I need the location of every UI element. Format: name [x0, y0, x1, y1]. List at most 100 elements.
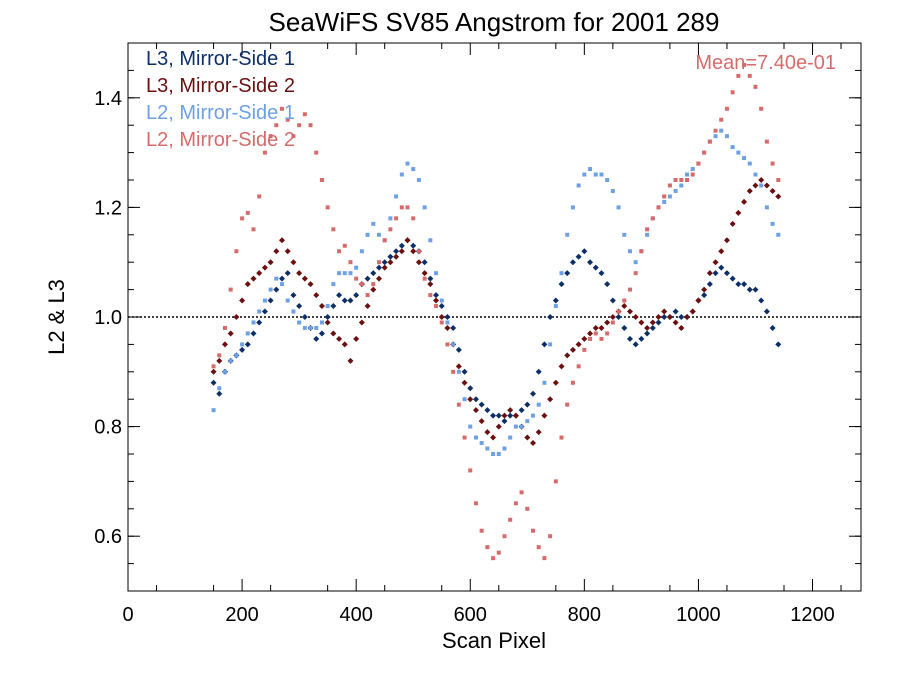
legend-entry-l2-ms1: L2, Mirror-Side 1: [146, 102, 295, 124]
data-point: [616, 309, 621, 314]
data-point: [519, 490, 524, 495]
data-point: [285, 298, 290, 303]
data-point: [610, 188, 615, 193]
data-point: [501, 418, 508, 425]
data-point: [217, 386, 222, 391]
legend: L3, Mirror-Side 1 L3, Mirror-Side 2 L2, …: [146, 48, 295, 151]
data-point: [581, 335, 588, 342]
data-point: [245, 210, 250, 215]
data-point: [661, 308, 668, 315]
data-point: [433, 292, 440, 299]
y-tick-label: 1.2: [94, 197, 122, 219]
data-point: [313, 335, 320, 342]
data-point: [244, 341, 251, 348]
data-point: [398, 248, 405, 255]
data-point: [531, 528, 536, 533]
data-point: [678, 324, 685, 331]
data-point: [689, 308, 696, 315]
data-point: [331, 227, 336, 232]
data-point: [405, 161, 410, 166]
data-point: [416, 178, 421, 182]
data-point: [679, 183, 684, 188]
data-point: [456, 402, 461, 407]
data-point: [518, 407, 525, 414]
data-point: [273, 286, 280, 293]
data-point: [297, 123, 302, 128]
data-point: [428, 293, 433, 298]
data-point: [548, 534, 553, 539]
plot-area: 0 200 400 600 800 1000 1200 0.6 0.8 1.0 1.2 1.4: [94, 42, 862, 626]
data-point: [496, 550, 501, 555]
data-point: [491, 556, 496, 561]
data-point: [502, 446, 507, 451]
data-point: [592, 324, 599, 331]
data-point: [576, 364, 581, 369]
data-point: [222, 369, 227, 374]
data-point: [752, 286, 759, 293]
data-point: [656, 205, 661, 210]
x-tick-label: 800: [568, 604, 601, 626]
data-point: [501, 412, 508, 419]
x-axis-label: Scan Pixel: [442, 628, 546, 653]
data-point: [261, 308, 268, 315]
data-point: [324, 314, 331, 320]
data-point: [575, 341, 582, 348]
data-point: [337, 271, 342, 276]
x-tick-label: 600: [454, 604, 487, 626]
data-point: [626, 308, 633, 315]
data-point: [353, 292, 360, 299]
data-point: [438, 314, 445, 320]
series-1: [210, 237, 782, 425]
data-point: [763, 308, 770, 315]
data-point: [291, 309, 296, 314]
data-point: [297, 320, 302, 325]
data-point: [274, 276, 279, 281]
axis-ticks: [127, 42, 861, 592]
data-point: [741, 281, 748, 288]
data-point: [569, 346, 576, 353]
data-point: [650, 216, 655, 221]
x-tick-label: 400: [339, 604, 372, 626]
data-point: [570, 380, 575, 385]
data-point: [331, 282, 336, 287]
data-point: [673, 188, 678, 193]
data-point: [467, 396, 474, 403]
data-point: [228, 287, 233, 292]
data-point: [553, 304, 558, 309]
data-point: [347, 297, 354, 304]
data-point: [387, 253, 394, 260]
data-point: [240, 216, 245, 221]
data-point: [484, 429, 491, 436]
data-point: [371, 282, 376, 287]
data-point: [415, 259, 422, 266]
data-point: [753, 172, 758, 177]
data-point: [644, 330, 651, 337]
data-point: [776, 178, 781, 182]
data-point: [336, 292, 343, 299]
data-point: [763, 182, 770, 189]
data-point: [422, 205, 427, 210]
data-point: [513, 501, 518, 506]
data-point: [746, 187, 753, 194]
data-point: [434, 304, 439, 309]
data-point: [622, 232, 627, 237]
data-point: [564, 270, 571, 277]
data-point: [382, 238, 387, 243]
series-2: [210, 177, 782, 447]
data-point: [250, 330, 257, 337]
data-point: [388, 216, 393, 221]
data-point: [496, 452, 501, 456]
data-points: [210, 62, 782, 561]
data-point: [284, 270, 291, 277]
data-point: [649, 324, 656, 331]
data-point: [536, 402, 541, 407]
data-point: [718, 248, 725, 255]
data-point: [593, 172, 598, 177]
data-point: [621, 324, 628, 331]
data-point: [234, 353, 239, 358]
data-point: [456, 369, 461, 374]
data-point: [233, 314, 240, 320]
data-point: [308, 123, 313, 128]
data-point: [491, 452, 496, 456]
